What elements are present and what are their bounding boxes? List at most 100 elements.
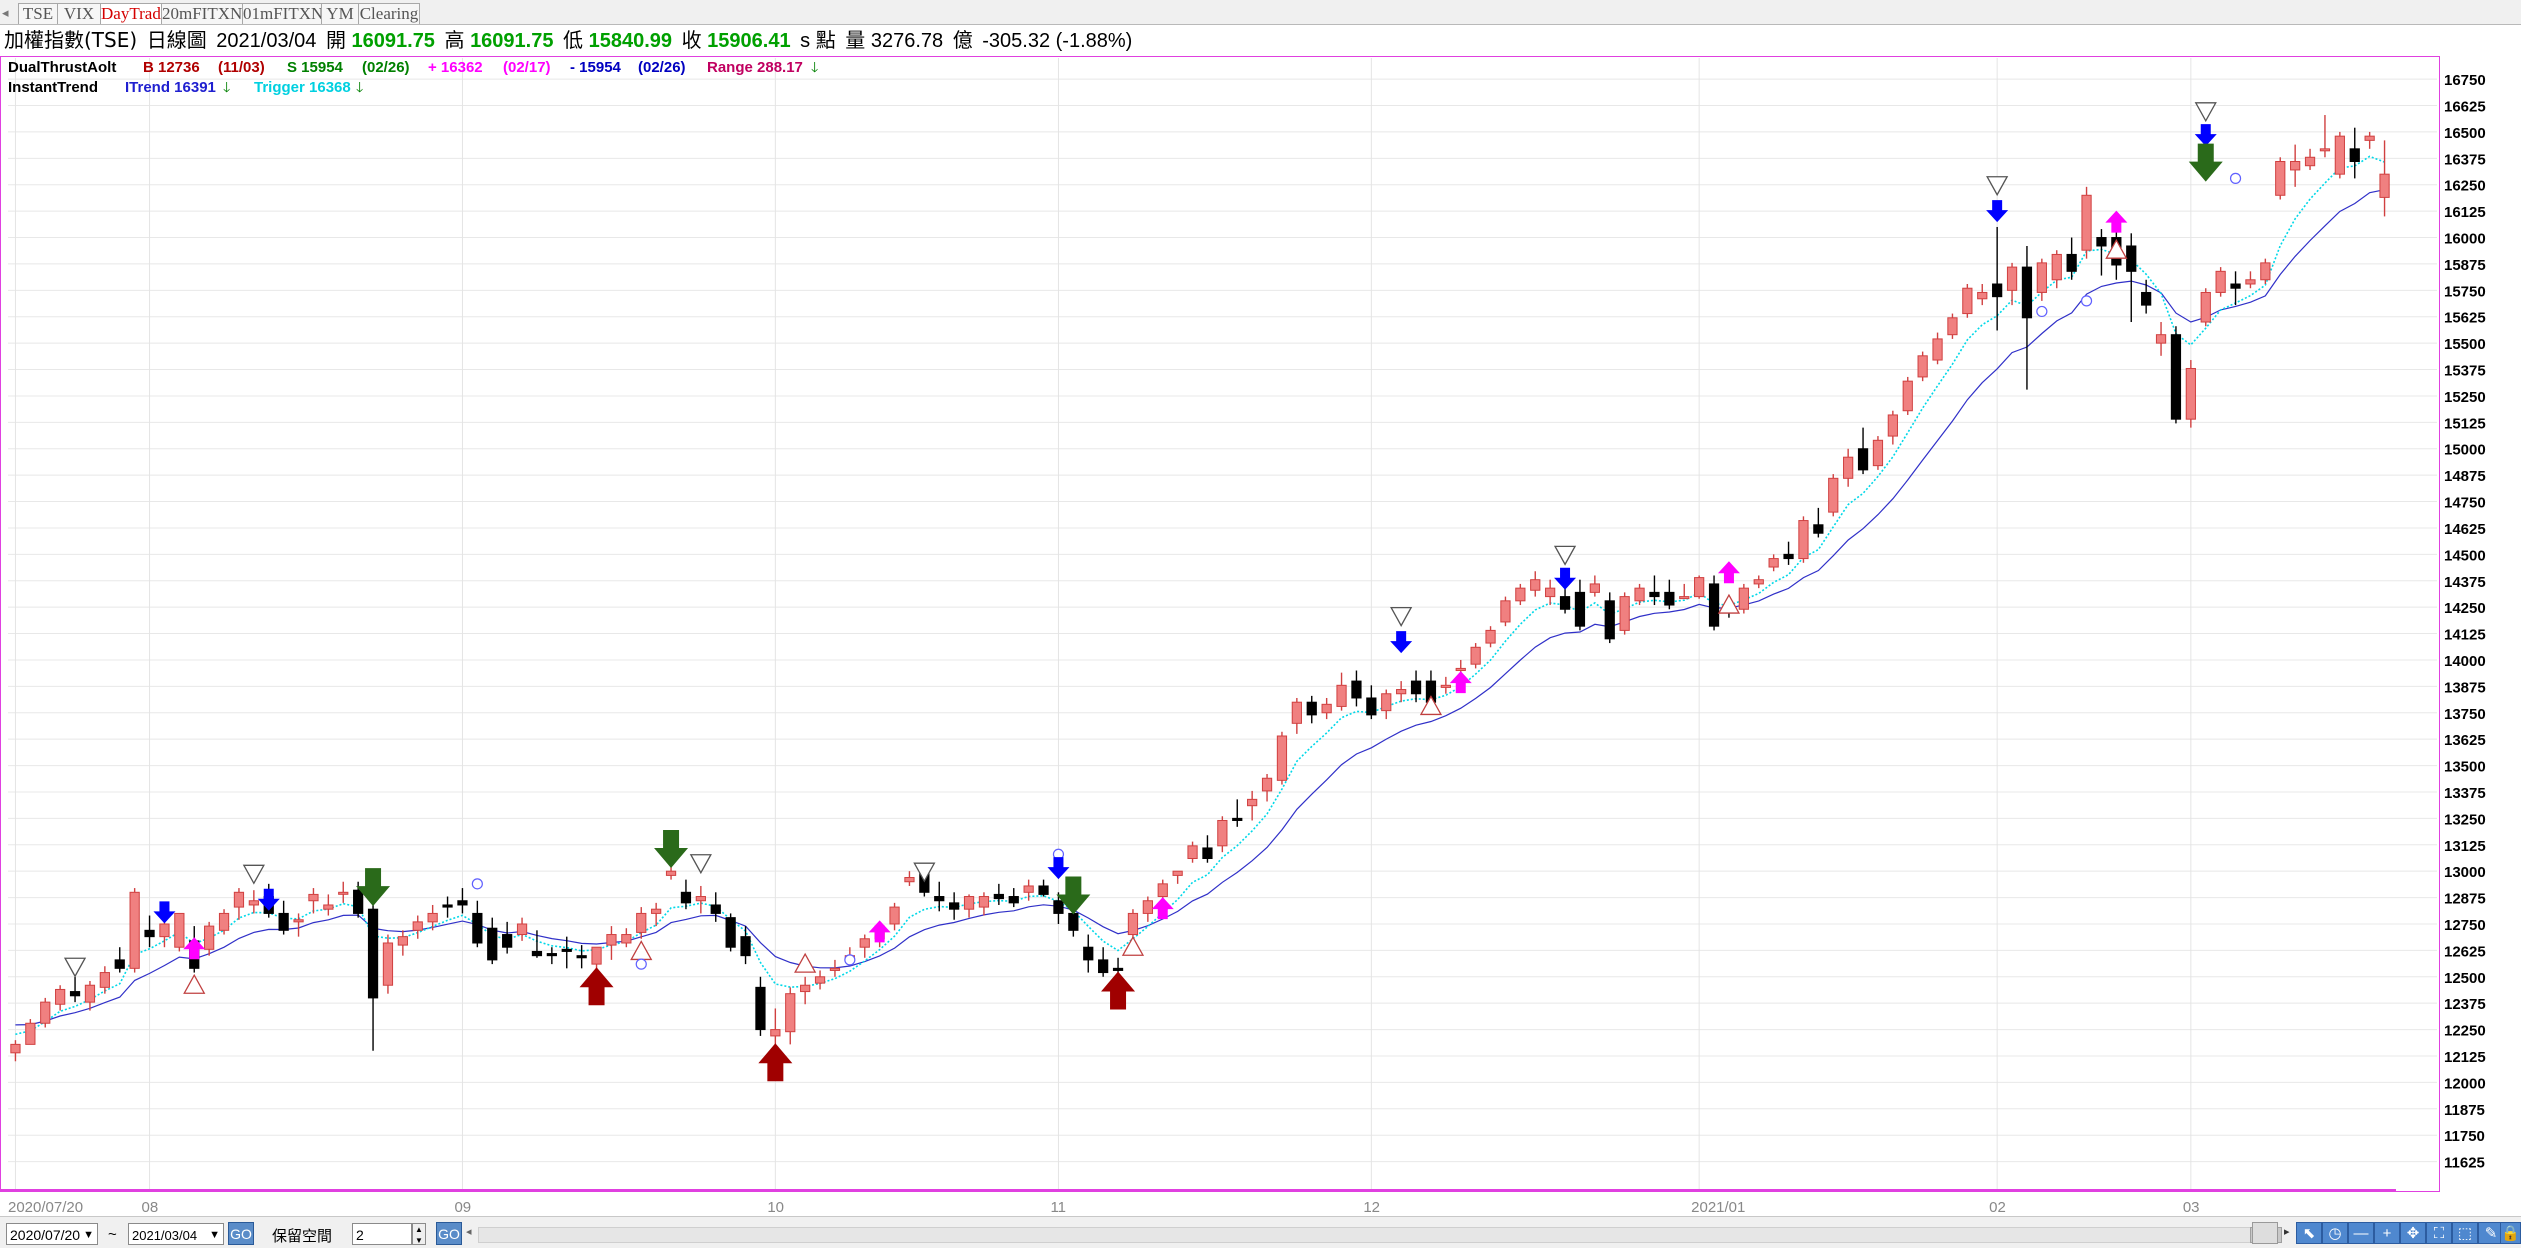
candle <box>1917 351 1928 382</box>
lock-icon[interactable]: 🔒 <box>2500 1222 2521 1244</box>
candle <box>1679 583 1690 600</box>
candle-body <box>949 902 960 910</box>
y-tick-label: 15750 <box>2444 283 2486 300</box>
cursor-icon[interactable]: ⬉ <box>2296 1222 2322 1244</box>
candle-body <box>934 896 945 902</box>
candle <box>2319 115 2331 158</box>
candle-body <box>1798 520 1809 560</box>
tab-01mfitxn[interactable]: 01mFITXN <box>242 3 324 24</box>
bottom-toolbar: 2020/07/20 ▼ ~ 2021/03/04 ▼ GO 保留空間 2 ▲ ▼ G… <box>0 1216 2521 1248</box>
candle-body <box>2126 245 2137 272</box>
x-tick-label: 12 <box>1363 1199 1380 1216</box>
zoom-in-icon[interactable]: + <box>2374 1222 2400 1244</box>
candle <box>904 871 915 886</box>
triangle-up-marker <box>1121 935 1145 956</box>
scrollbar-track[interactable] <box>478 1227 2270 1243</box>
select-icon[interactable]: ⬚ <box>2452 1222 2478 1244</box>
go-button-2[interactable]: GO <box>436 1222 462 1245</box>
candle-body <box>1649 591 1660 598</box>
candle <box>680 879 692 910</box>
tab-20mfitxn[interactable]: 20mFITXN <box>161 3 243 24</box>
candle-body <box>680 891 692 904</box>
end-date-picker[interactable]: 2021/03/04 ▼ <box>128 1223 224 1245</box>
reserve-label: 保留空間 <box>272 1227 333 1245</box>
candle <box>755 976 766 1036</box>
candle <box>2245 271 2256 289</box>
candle <box>1604 592 1615 644</box>
dual-b: B 12736 <box>143 59 200 76</box>
tab-ym[interactable]: YM <box>321 3 359 24</box>
tab-tse[interactable]: TSE <box>18 3 58 24</box>
candle-body <box>1634 587 1645 602</box>
y-tick-label: 12375 <box>2444 996 2486 1013</box>
candle <box>1545 579 1556 606</box>
candle <box>2260 258 2271 284</box>
candle-body <box>2319 148 2331 152</box>
edit-icon[interactable]: ✎ <box>2478 1222 2504 1244</box>
candle-body <box>1559 596 1571 610</box>
candle <box>1053 892 1064 924</box>
clock-icon[interactable]: ◷ <box>2322 1222 2348 1244</box>
candle-body <box>1187 845 1198 860</box>
move-icon[interactable]: ✥ <box>2400 1222 2426 1244</box>
indicator-legend: DualThrustAolt B 12736 (11/03) S 15954 (… <box>8 59 818 96</box>
candle-body <box>1247 798 1258 807</box>
dual-plus-date: (02/17) <box>503 59 551 76</box>
candle-body <box>561 948 572 952</box>
circle-marker <box>2229 172 2242 184</box>
open-value: 16091.75 <box>351 30 435 52</box>
fit-icon[interactable]: ⛶ <box>2426 1222 2452 1244</box>
start-date-picker[interactable]: 2020/07/20 ▼ <box>6 1223 98 1245</box>
reserve-input[interactable]: 2 <box>352 1223 412 1245</box>
candle <box>2379 140 2390 217</box>
scroll-left-icon[interactable]: ◂ <box>466 1226 472 1238</box>
range-tilde: ~ <box>108 1226 117 1243</box>
candle-body <box>963 896 975 910</box>
candle-body <box>2200 291 2211 323</box>
candle-body <box>1306 701 1317 716</box>
sell-arrow-marker <box>1047 857 1070 880</box>
candle-body <box>1500 600 1511 623</box>
candle-body <box>2260 262 2271 281</box>
tab-scroll-icon[interactable]: ◂ <box>2 5 9 20</box>
y-tick-label: 12500 <box>2444 970 2486 987</box>
scroll-right-icon[interactable]: ▸ <box>2284 1226 2290 1238</box>
go-button[interactable]: GO <box>228 1222 254 1245</box>
y-tick-label: 11875 <box>2444 1102 2485 1119</box>
blank-tool-icon[interactable] <box>2252 1222 2278 1244</box>
price-chart[interactable]: 11625 11750 11875 12000 12125 12250 12375 12500… <box>0 0 2521 1216</box>
candle <box>531 930 543 958</box>
instant-name: InstantTrend <box>8 79 98 96</box>
y-tick-label: 15125 <box>2444 415 2486 432</box>
reserve-stepper[interactable]: ▲ ▼ <box>412 1223 426 1245</box>
y-tick-label: 13375 <box>2444 785 2486 802</box>
candle <box>2066 237 2077 280</box>
candle <box>1083 934 1094 973</box>
y-tick-label: 15250 <box>2444 389 2486 406</box>
candle-body <box>1619 596 1630 631</box>
y-axis-labels: 11625 11750 11875 12000 12125 12250 12375 12500… <box>2444 72 2486 1171</box>
x-tick-label: 2021/01 <box>1691 1199 1745 1216</box>
y-tick-label: 16750 <box>2444 72 2486 89</box>
period-label: 日線圖 <box>146 28 207 52</box>
y-tick-label: 11750 <box>2444 1128 2485 1145</box>
candle <box>1306 695 1317 724</box>
candle <box>1843 448 1854 487</box>
open-label: 開 <box>325 28 346 52</box>
candle-body <box>1530 579 1541 591</box>
triangle-up-marker <box>794 952 817 973</box>
tab-clearing[interactable]: Clearing <box>358 3 420 24</box>
tab-daytrade[interactable]: DayTrade <box>100 3 169 24</box>
candle <box>1396 681 1407 703</box>
buy-arrow-marker <box>1449 671 1472 694</box>
candle-body <box>1396 689 1407 695</box>
candle <box>323 894 334 916</box>
dual-b-date: (11/03) <box>218 59 265 76</box>
triangle-down-marker <box>63 957 87 978</box>
itrend-line <box>15 189 2385 1026</box>
candle <box>621 928 632 948</box>
candle <box>2215 267 2226 297</box>
candle <box>502 921 513 954</box>
zoom-out-icon[interactable]: — <box>2348 1222 2374 1244</box>
candle <box>1738 583 1749 614</box>
